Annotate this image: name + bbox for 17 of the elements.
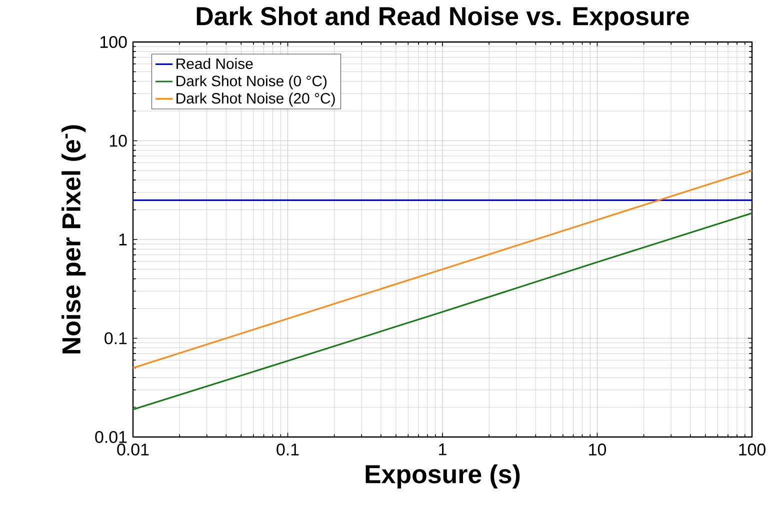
x-tick-label: 10	[589, 444, 606, 456]
x-tick-label: 0.1	[276, 444, 299, 456]
line-series	[132, 170, 752, 369]
y-axis-title: Noise per Pixel (e$^{-}$)	[62, 125, 86, 354]
y-tick-label: 1	[119, 234, 127, 246]
x-tick-label: 1	[439, 444, 446, 456]
y-tick-label: 0.01	[95, 431, 127, 444]
x-axis-title: Exposure (s)	[366, 464, 520, 488]
x-tick-label: 100	[739, 444, 766, 456]
legend-label: Read Noise	[176, 58, 253, 69]
chart-title: Dark Shot and Read Noise vs. Exposure	[196, 6, 689, 30]
legend-label: Dark Shot Noise (0 °C)	[176, 75, 327, 90]
y-tick-label: 0.1	[104, 332, 127, 344]
legend-label: Dark Shot Noise (20 °C)	[176, 92, 335, 107]
line-series	[132, 212, 752, 410]
y-tick-label: 100	[100, 36, 127, 48]
y-tick-label: 10	[110, 134, 127, 147]
